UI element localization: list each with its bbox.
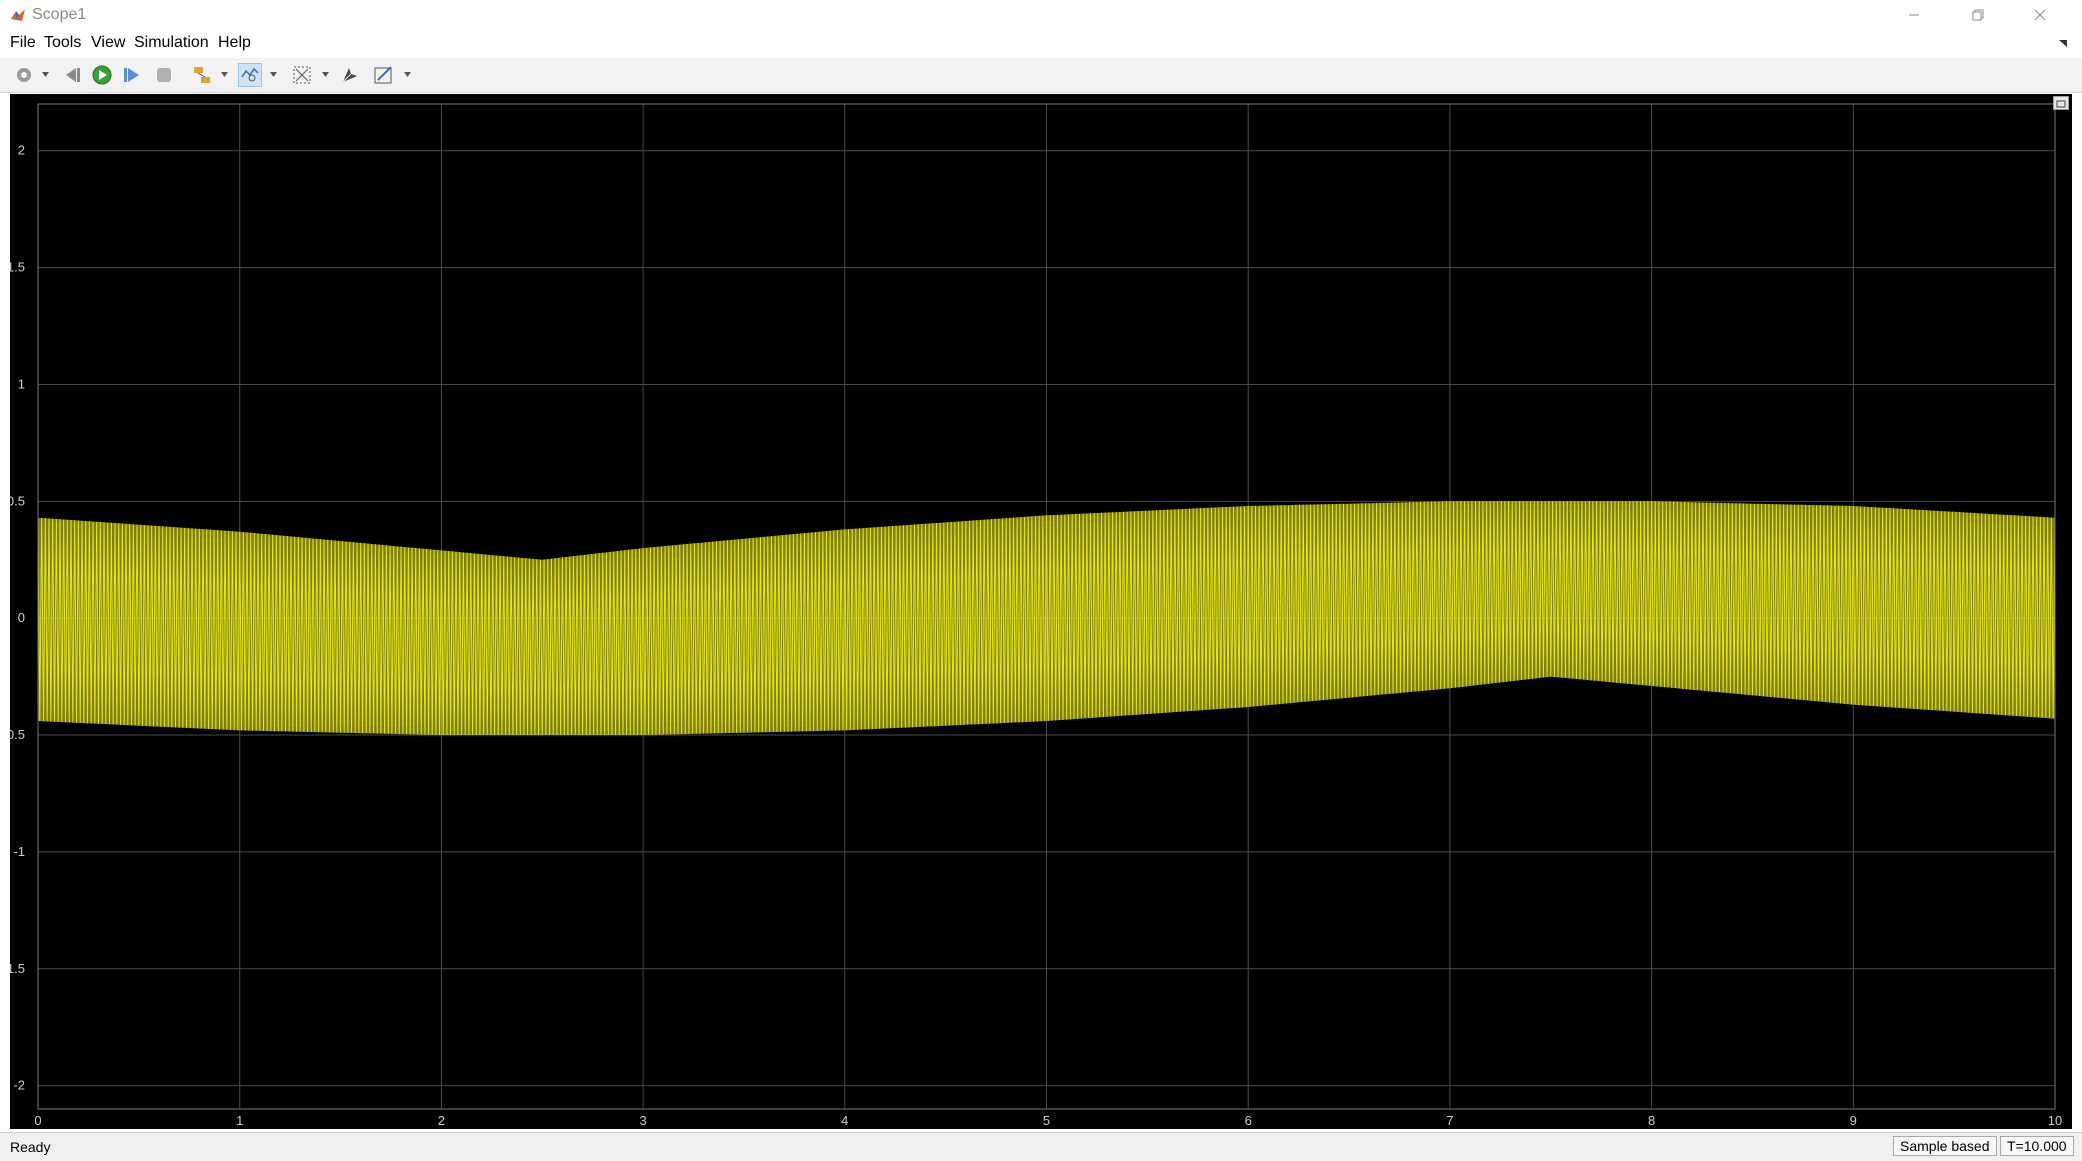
y-tick-label: 1 xyxy=(18,376,25,391)
chevron-down-icon[interactable] xyxy=(270,72,277,78)
menu-file[interactable]: File xyxy=(10,34,36,51)
signal-series xyxy=(37,501,2056,736)
minimize-button[interactable] xyxy=(1886,0,1942,30)
highlight-simulink-block-icon xyxy=(194,67,210,83)
title-bar: Scope1 xyxy=(0,0,2082,30)
zoom-icon xyxy=(241,67,259,82)
cursor-measurement-icon xyxy=(342,68,357,83)
plot-frame xyxy=(37,103,2056,1110)
status-bar: Ready Sample based T=10.000 xyxy=(0,1132,2082,1161)
scope-display[interactable]: 0 1 2 3 4 5 6 7 8 9 10 2 1.5 1 0.5 0 -0.5 -1 -1.5 -2 xyxy=(3,94,2072,1129)
chevron-down-icon[interactable] xyxy=(42,72,49,78)
dock-arrow-icon[interactable] xyxy=(2058,38,2068,48)
expand-legend-button[interactable] xyxy=(2053,96,2069,110)
y-tick-label: -2 xyxy=(13,1078,25,1093)
signal-line xyxy=(37,501,2056,736)
y-tick-label: -1 xyxy=(13,844,25,859)
y-tick-label: 0 xyxy=(18,610,25,625)
step-forward-button[interactable] xyxy=(120,63,144,87)
x-tick-label: 1 xyxy=(236,1113,243,1128)
x-tick-label: 8 xyxy=(1648,1113,1655,1128)
run-icon xyxy=(92,65,112,85)
y-tick-label: 0.5 xyxy=(10,493,25,508)
x-tick-label: 3 xyxy=(639,1113,646,1128)
chevron-down-icon[interactable] xyxy=(221,72,228,78)
style-icon xyxy=(374,66,392,84)
autoscale-icon xyxy=(293,66,311,84)
menu-view[interactable]: View xyxy=(91,34,126,51)
stop-icon xyxy=(157,68,171,82)
y-tick-label: 1.5 xyxy=(10,260,25,275)
chevron-down-icon[interactable] xyxy=(404,72,411,78)
x-tick-label: 9 xyxy=(1850,1113,1857,1128)
menu-simulation[interactable]: Simulation xyxy=(134,34,209,51)
simulation-time-indicator: T=10.000 xyxy=(2000,1136,2074,1156)
menu-tools[interactable]: Tools xyxy=(44,34,82,51)
axes xyxy=(37,103,2056,1110)
y-tick-label: -0.5 xyxy=(10,727,25,742)
matlab-app-icon xyxy=(11,9,25,21)
sample-mode-indicator: Sample based xyxy=(1893,1136,1997,1156)
y-tick-label: -1.5 xyxy=(10,961,25,976)
window-title: Scope1 xyxy=(32,6,87,23)
style-button[interactable] xyxy=(372,63,396,87)
restore-icon xyxy=(1972,9,1984,21)
x-tick-label: 6 xyxy=(1245,1113,1252,1128)
y-tick-label: 2 xyxy=(18,143,25,158)
settings-button[interactable] xyxy=(12,63,36,87)
menu-help[interactable]: Help xyxy=(218,34,251,51)
highlight-block-button[interactable] xyxy=(190,63,214,87)
cursor-measurement-button[interactable] xyxy=(338,63,362,87)
x-tick-labels: 0 1 2 3 4 5 6 7 8 9 10 xyxy=(34,1113,2062,1128)
minimize-icon xyxy=(1909,14,1919,16)
x-tick-label: 10 xyxy=(2048,1113,2062,1128)
autoscale-button[interactable] xyxy=(290,63,314,87)
chevron-down-icon[interactable] xyxy=(322,72,329,78)
x-tick-label: 4 xyxy=(841,1113,848,1128)
status-text: Ready xyxy=(10,1139,51,1155)
close-button[interactable] xyxy=(2012,0,2068,30)
step-back-button[interactable] xyxy=(60,63,84,87)
toolbar xyxy=(0,58,2082,93)
zoom-button[interactable] xyxy=(238,63,262,87)
x-tick-label: 0 xyxy=(34,1113,41,1128)
run-button[interactable] xyxy=(90,63,114,87)
restore-button[interactable] xyxy=(1950,0,2006,30)
stop-button[interactable] xyxy=(152,63,176,87)
scope-plot[interactable]: 0 1 2 3 4 5 6 7 8 9 10 2 1.5 1 0.5 0 -0.5 -1 -1.5 -2 xyxy=(3,94,2072,1129)
menu-bar: File Tools View Simulation Help xyxy=(0,30,2082,58)
expand-icon xyxy=(2056,100,2066,108)
close-icon xyxy=(2034,9,2046,21)
step-forward-icon xyxy=(124,68,139,82)
x-tick-label: 2 xyxy=(438,1113,445,1128)
x-tick-label: 7 xyxy=(1446,1113,1453,1128)
settings-icon xyxy=(17,68,31,82)
x-tick-label: 5 xyxy=(1043,1113,1050,1128)
step-back-icon xyxy=(66,68,80,82)
